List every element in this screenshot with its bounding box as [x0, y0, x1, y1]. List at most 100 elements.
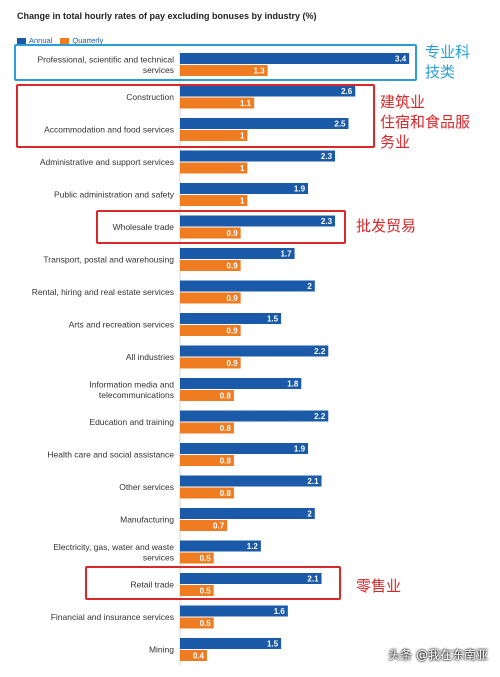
- category-label: Accommodation and food services: [44, 125, 174, 135]
- bar-quarterly: [180, 325, 241, 336]
- bar-quarterly: [180, 162, 248, 174]
- legend-annual-label: Annual: [29, 36, 53, 45]
- bar-quarterly: [180, 357, 241, 369]
- bar-quarterly: [180, 617, 214, 629]
- category-group: 2.3 1 Administrative and support services: [40, 150, 336, 174]
- legend-annual-swatch: [17, 37, 26, 44]
- category-group: 2.5 1 Accommodation and food services: [44, 118, 349, 141]
- highlight-box-professional: [14, 44, 417, 81]
- bar-annual: [180, 280, 315, 292]
- value-label-annual: 2: [307, 282, 312, 291]
- category-label: Public administration and safety: [54, 190, 175, 200]
- bar-annual: [180, 410, 329, 422]
- category-label: Retail trade: [131, 580, 175, 590]
- value-label-annual: 1.5: [267, 314, 279, 323]
- category-group: 1.9 0.8 Health care and social assistance: [47, 443, 309, 466]
- value-label-quarterly: 0.9: [227, 229, 239, 238]
- category-label: Transport, postal and warehousing: [43, 255, 174, 265]
- category-group: 1.9 1 Public administration and safety: [54, 183, 309, 206]
- bar-annual: [180, 573, 322, 584]
- category-label: Arts and recreation services: [69, 320, 174, 330]
- category-group: 1.8 0.8 Information media andtelecommunica…: [89, 378, 302, 401]
- bar-annual: [180, 475, 322, 487]
- value-label-annual: 2.5: [334, 119, 346, 128]
- bar-quarterly: [180, 455, 234, 466]
- bar-annual: [180, 118, 349, 129]
- legend-quarterly: Quarterly: [60, 36, 103, 45]
- bar-quarterly: [180, 422, 234, 434]
- watermark: 头条 @我在东南亚: [388, 648, 488, 662]
- category-label: Wholesale trade: [113, 222, 175, 232]
- bar-quarterly: [180, 585, 214, 596]
- category-group: 2.2 0.8 Education and training: [89, 410, 329, 434]
- category-label: Administrative and support services: [40, 157, 174, 167]
- value-label-quarterly: 0.8: [220, 424, 232, 433]
- bar-annual: [180, 215, 336, 227]
- category-label: Financial and insurance services: [51, 612, 174, 622]
- category-label: Construction: [126, 92, 174, 102]
- value-label-quarterly: 0.9: [227, 326, 239, 335]
- category-group: 1.2 0.5 Electricity, gas, water and wastes…: [53, 540, 261, 564]
- bar-quarterly: [180, 650, 207, 661]
- category-group: 2 0.9 Rental, hiring and real estate servi…: [32, 280, 315, 304]
- value-label-quarterly: 0.8: [220, 391, 232, 400]
- value-label-quarterly: 1.1: [240, 99, 252, 108]
- bar-quarterly: [180, 552, 214, 564]
- category-label: Health care and social assistance: [47, 450, 174, 460]
- value-label-quarterly: 0.9: [227, 294, 239, 303]
- legend-quarterly-swatch: [60, 37, 70, 44]
- value-label-annual: 2.3: [321, 217, 333, 226]
- value-label-quarterly: 1: [240, 196, 245, 205]
- value-label-annual: 2.1: [307, 477, 319, 486]
- value-label-quarterly: 0.5: [200, 554, 212, 563]
- bar-annual: [180, 313, 282, 324]
- bar-quarterly: [180, 65, 268, 76]
- category-group: 2.6 1.1 Construction: [126, 85, 356, 109]
- value-label-annual: 1.9: [294, 444, 306, 453]
- value-label-annual: 1.7: [280, 249, 292, 258]
- highlight-box-construction-accommodation: [16, 84, 375, 148]
- value-label-annual: 1.5: [267, 639, 279, 648]
- category-group: 3.4 1.3 Professional, scientific and techn…: [37, 53, 410, 76]
- value-label-annual: 3.4: [395, 54, 407, 63]
- category-group: 1.5 0.9 Arts and recreation services: [69, 313, 282, 336]
- value-label-annual: 1.6: [274, 607, 286, 616]
- bar-quarterly: [180, 260, 241, 271]
- value-label-quarterly: 0.5: [200, 619, 212, 628]
- value-label-quarterly: 0.8: [220, 489, 232, 498]
- category-label: Professional, scientific and technical: [37, 54, 174, 64]
- category-label: Manufacturing: [120, 515, 174, 525]
- annotation-construction-accommodation: 建筑业 住宿和食品服 务业: [380, 93, 471, 151]
- category-label: All industries: [126, 352, 174, 362]
- value-label-annual: 2: [307, 509, 312, 518]
- bar-annual: [180, 345, 329, 357]
- bar-annual: [180, 378, 302, 389]
- category-group: 1.5 0.4 Mining: [149, 638, 282, 661]
- value-label-quarterly: 1: [240, 131, 245, 140]
- category-label: Rental, hiring and real estate services: [32, 287, 174, 297]
- value-label-quarterly: 1.3: [253, 66, 265, 75]
- category-group: 2.2 0.9 All industries: [126, 345, 329, 369]
- value-label-quarterly: 1: [240, 164, 245, 173]
- legend-quarterly-label: Quarterly: [72, 36, 104, 45]
- annotation-retail: 零售业: [356, 577, 402, 595]
- highlight-box-retail: [85, 566, 341, 600]
- value-label-annual: 2.3: [321, 152, 333, 161]
- value-label-quarterly: 0.5: [200, 586, 212, 595]
- annotation-professional: 专业科 技类: [425, 43, 471, 81]
- bar-annual: [180, 183, 309, 194]
- value-label-quarterly: 0.7: [213, 521, 225, 530]
- value-label-annual: 1.8: [287, 379, 299, 388]
- category-label: Information media and: [89, 379, 174, 389]
- bar-quarterly: [180, 195, 248, 206]
- bar-annual: [180, 150, 336, 162]
- bar-quarterly: [180, 390, 234, 401]
- category-label: Education and training: [89, 417, 174, 427]
- category-group: 2.3 0.9 Wholesale trade: [113, 215, 336, 239]
- category-label: services: [143, 552, 174, 562]
- bar-quarterly: [180, 292, 241, 304]
- category-group: 1.6 0.5 Financial and insurance services: [51, 605, 288, 629]
- value-label-annual: 2.6: [341, 87, 353, 96]
- value-label-annual: 2.2: [314, 347, 326, 356]
